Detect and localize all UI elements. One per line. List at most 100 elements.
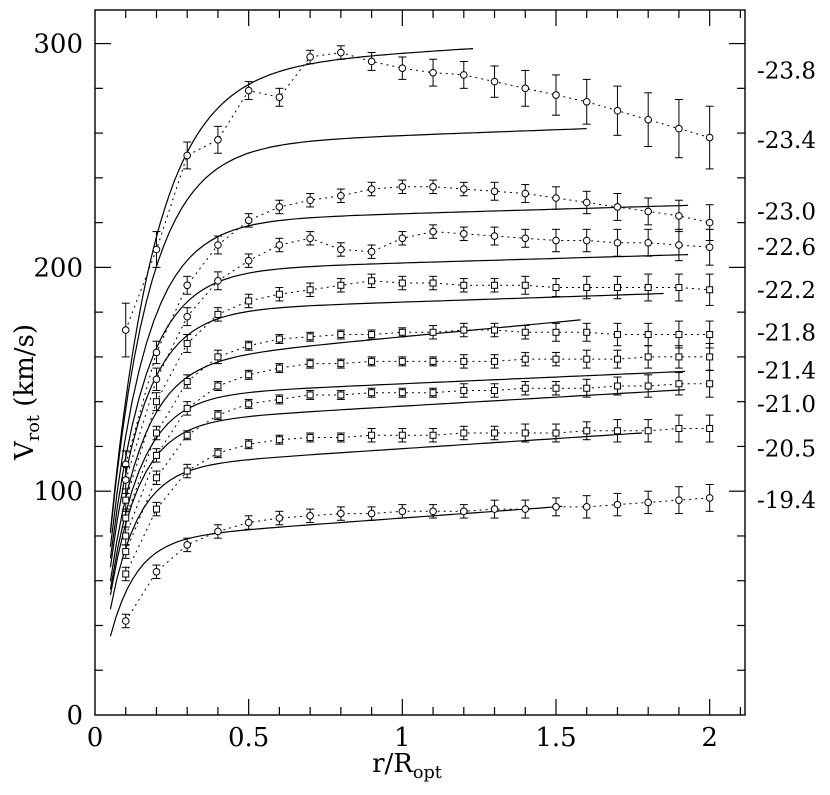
data-point — [245, 440, 253, 448]
data-point — [675, 241, 683, 249]
data-point — [706, 425, 714, 433]
data-point — [122, 496, 130, 504]
data-point — [398, 357, 406, 365]
data-point — [521, 355, 529, 363]
data-point — [214, 136, 222, 144]
series-label: -19.4 — [757, 488, 816, 514]
data-point — [183, 541, 191, 549]
data-point — [183, 467, 191, 475]
data-point — [398, 507, 407, 516]
data-point — [275, 93, 284, 102]
data-point — [582, 97, 591, 106]
data-point — [429, 328, 437, 336]
series-label: -23.0 — [757, 199, 816, 225]
data-point — [613, 355, 621, 363]
data-point — [613, 500, 622, 509]
data-point — [460, 386, 468, 394]
data-point — [583, 328, 591, 336]
x-tick-label: 0.5 — [228, 723, 269, 753]
data-point — [306, 196, 314, 205]
data-point — [429, 227, 437, 236]
data-point — [152, 567, 161, 576]
data-point — [275, 436, 283, 444]
data-point — [368, 389, 376, 397]
data-point — [552, 328, 560, 336]
data-point — [214, 449, 222, 457]
data-point — [490, 77, 499, 86]
data-point — [613, 106, 622, 115]
data-point — [644, 427, 652, 435]
y-axis-title-sub: rot — [24, 415, 45, 442]
data-point — [214, 241, 222, 249]
x-tick-label: 0 — [87, 723, 104, 753]
data-point — [459, 507, 468, 516]
series-label: -23.4 — [757, 128, 816, 154]
data-point — [183, 431, 191, 439]
data-point — [552, 355, 560, 363]
data-point — [429, 183, 437, 191]
data-point — [152, 375, 161, 384]
data-point — [552, 284, 560, 292]
data-point — [337, 191, 345, 200]
data-point — [675, 124, 683, 133]
data-point — [306, 53, 314, 61]
data-point — [613, 203, 622, 211]
data-point — [582, 503, 591, 511]
data-point — [244, 86, 253, 95]
data-point — [245, 342, 253, 350]
model-curve — [109, 48, 474, 532]
data-point — [367, 509, 376, 518]
data-point — [122, 570, 130, 578]
data-point — [460, 281, 468, 289]
data-point — [705, 133, 714, 142]
data-point — [183, 281, 191, 290]
data-point — [705, 243, 714, 252]
data-point — [429, 68, 437, 77]
data-point — [152, 451, 160, 459]
series-label: -21.4 — [757, 358, 816, 384]
series-label: -22.2 — [757, 278, 816, 304]
data-point — [152, 474, 160, 482]
plot-frame — [94, 9, 746, 716]
model-curve — [109, 370, 686, 590]
data-point — [521, 84, 530, 93]
data-point — [306, 333, 314, 341]
x-tick-label: 1.5 — [535, 723, 576, 753]
data-point — [429, 357, 437, 365]
data-point — [152, 505, 160, 513]
data-point — [706, 380, 714, 388]
data-point — [275, 335, 283, 343]
data-point — [122, 514, 130, 522]
model-curve — [109, 292, 664, 568]
data-point — [675, 425, 683, 433]
data-point — [368, 277, 376, 285]
data-point — [552, 429, 560, 437]
y-tick-label: 300 — [33, 30, 83, 60]
data-point — [491, 326, 499, 334]
data-point — [583, 284, 591, 292]
data-point — [245, 297, 253, 305]
data-point — [367, 57, 376, 66]
data-point — [275, 241, 284, 249]
data-point — [306, 433, 314, 441]
data-point — [644, 498, 652, 507]
data-point — [367, 247, 376, 256]
data-point — [337, 360, 345, 368]
data-point — [613, 284, 621, 292]
data-point — [644, 382, 652, 390]
data-point — [521, 505, 530, 513]
data-point — [521, 384, 529, 392]
data-point — [214, 382, 222, 390]
data-point — [675, 496, 683, 504]
y-tick-label: 200 — [33, 253, 83, 283]
data-point — [583, 427, 591, 435]
data-point — [306, 360, 314, 368]
data-point — [398, 279, 406, 287]
data-point — [121, 617, 130, 625]
data-point — [183, 312, 191, 321]
data-point — [337, 391, 345, 399]
data-point — [644, 207, 652, 216]
data-point — [214, 353, 222, 361]
data-point — [521, 281, 529, 289]
data-line — [125, 383, 710, 552]
